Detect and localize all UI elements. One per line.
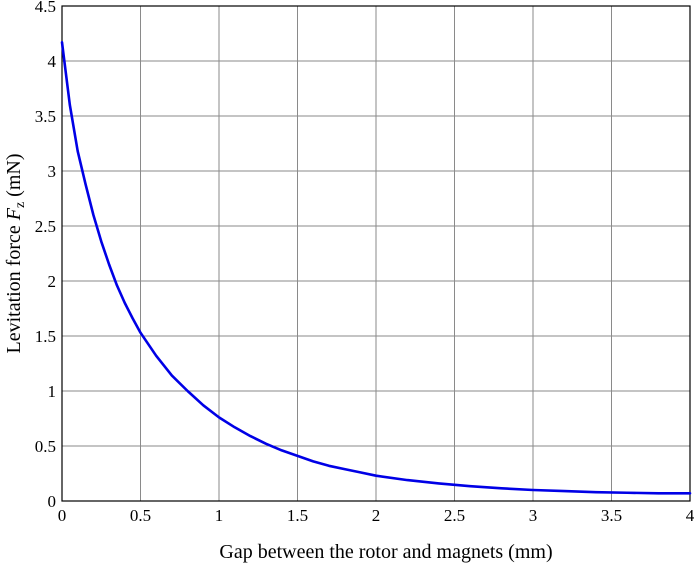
y-tick-label: 2 bbox=[48, 272, 57, 291]
y-tick-label: 0.5 bbox=[35, 437, 56, 456]
x-tick-label: 3 bbox=[529, 506, 538, 525]
grid bbox=[62, 6, 690, 501]
x-tick-label: 4 bbox=[686, 506, 695, 525]
y-tick-label: 1 bbox=[48, 382, 57, 401]
y-tick-label: 1.5 bbox=[35, 327, 56, 346]
y-tick-label: 4.5 bbox=[35, 0, 56, 16]
y-axis-label-symbol: F bbox=[3, 207, 25, 221]
y-tick-label: 3 bbox=[48, 162, 57, 181]
x-tick-label: 0 bbox=[58, 506, 67, 525]
y-tick-label: 3.5 bbox=[35, 107, 56, 126]
y-axis-label: Levitation force Fz (mN) bbox=[3, 153, 28, 353]
x-tick-label: 1 bbox=[215, 506, 224, 525]
y-axis-label-prefix: Levitation force bbox=[3, 220, 25, 353]
y-axis-label-subscript: z bbox=[13, 202, 28, 208]
y-tick-label: 2.5 bbox=[35, 217, 56, 236]
x-tick-label: 3.5 bbox=[601, 506, 622, 525]
x-tick-label: 2 bbox=[372, 506, 381, 525]
x-tick-label: 0.5 bbox=[130, 506, 151, 525]
series-line bbox=[60, 41, 692, 495]
x-tick-label: 1.5 bbox=[287, 506, 308, 525]
tick-labels: 0 0.5 1 1.5 2 2.5 3 3.5 4 0 0.5 1 1.5 2 2.5 3 3.5 4 4.5 bbox=[35, 0, 695, 525]
y-axis-label-suffix: (mN) bbox=[3, 153, 25, 201]
x-tick-label: 2.5 bbox=[444, 506, 465, 525]
y-tick-label: 4 bbox=[48, 52, 57, 71]
plot-frame bbox=[61, 5, 691, 502]
x-axis-label: Gap between the rotor and magnets (mm) bbox=[219, 541, 552, 563]
y-tick-label: 0 bbox=[48, 492, 57, 511]
